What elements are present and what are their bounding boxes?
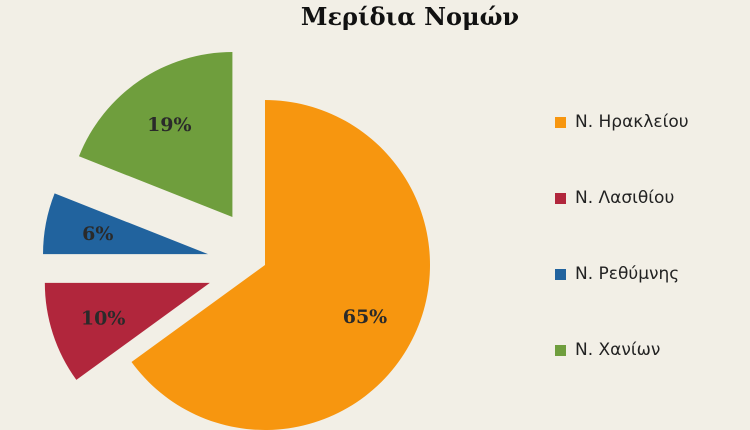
legend-swatch-lasithi [555, 192, 566, 204]
slice-label-chania: 19% [147, 114, 192, 136]
legend-item-rethymno: Ν. Ρεθύμνης [555, 264, 745, 284]
pie-slice-lasithi [44, 282, 210, 380]
legend-label-rethymno: Ν. Ρεθύμνης [575, 264, 680, 284]
legend-item-chania: Ν. Χανίων [555, 340, 745, 360]
legend-item-lasithi: Ν. Λασιθίου [555, 188, 745, 208]
legend-swatch-rethymno [555, 268, 566, 280]
slice-label-heraklion: 65% [343, 306, 388, 328]
legend-swatch-chania [555, 344, 566, 356]
legend-label-lasithi: Ν. Λασιθίου [575, 188, 675, 208]
pie-slice-heraklion [131, 100, 430, 430]
legend-swatch-heraklion [555, 116, 566, 128]
slice-label-lasithi: 10% [81, 308, 126, 330]
legend-label-chania: Ν. Χανίων [575, 340, 661, 360]
legend: Ν. Ηρακλείου Ν. Λασιθίου Ν. Ρεθύμνης Ν. … [555, 112, 745, 416]
legend-item-heraklion: Ν. Ηρακλείου [555, 112, 745, 132]
slice-label-rethymno: 6% [82, 223, 113, 245]
pie-slice-rethymno [43, 193, 209, 255]
pie-slice-chania [78, 52, 233, 218]
legend-label-heraklion: Ν. Ηρακλείου [575, 112, 689, 132]
chart-title: Μερίδια Νομών [300, 2, 520, 31]
